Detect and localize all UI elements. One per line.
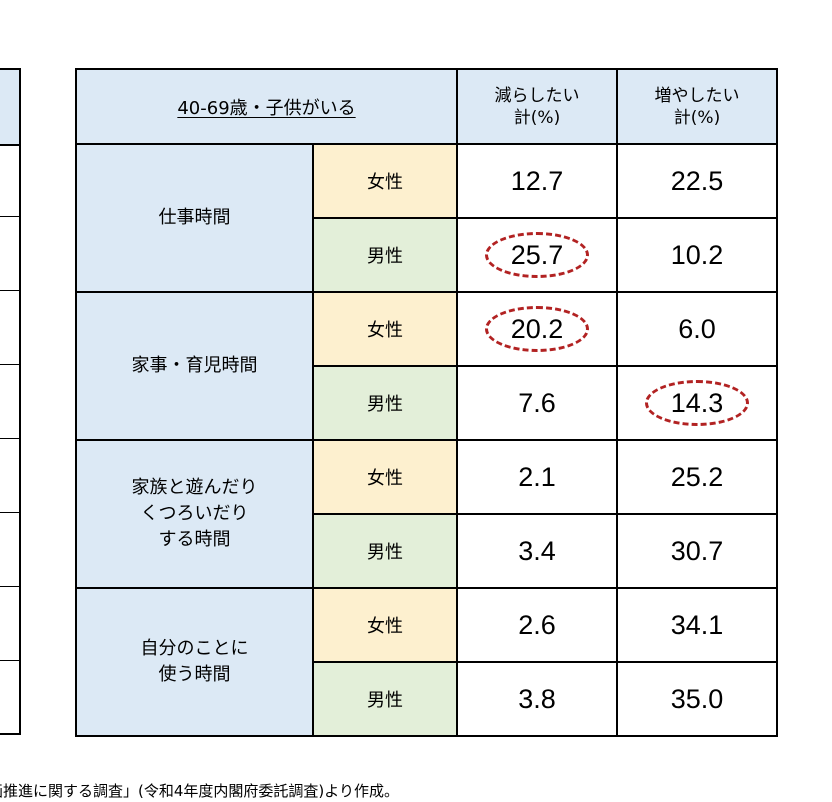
column-header-decrease-line2: 計(%) — [513, 107, 561, 128]
row-divider — [0, 586, 19, 587]
table-row: 男性 25.7 10.2 — [76, 217, 778, 293]
value-increase: 25.2 — [670, 461, 724, 492]
value-cell-increase: 30.7 — [616, 513, 778, 589]
column-header-decrease: 減らしたい 計(%) — [456, 68, 618, 145]
value-cell-increase: 35.0 — [616, 661, 778, 737]
row-divider — [0, 438, 19, 439]
table-title: 40-69歳・子供がいる — [75, 68, 458, 145]
category-label: 自分のことに 使う時間 — [75, 587, 314, 737]
row-divider — [0, 660, 19, 661]
row-divider — [0, 216, 19, 217]
value-cell-decrease: 2.6 — [456, 587, 618, 663]
value-increase: 30.7 — [670, 535, 724, 566]
category-label-line: 自分のことに — [140, 638, 249, 659]
column-header-increase-line2: 計(%) — [673, 107, 721, 128]
column-header-decrease-line1: 減らしたい — [494, 85, 580, 106]
value-cell-decrease: 20.2 — [456, 291, 618, 367]
gender-cell-male: 男性 — [312, 365, 458, 441]
row-divider — [0, 512, 19, 513]
value-cell-decrease: 7.6 — [456, 365, 618, 441]
value-cell-decrease: 3.4 — [456, 513, 618, 589]
value-cell-increase: 22.5 — [616, 143, 778, 219]
gender-cell-female: 女性 — [312, 143, 458, 219]
value-cell-decrease: 25.7 — [456, 217, 618, 293]
value-cell-decrease: 2.1 — [456, 439, 618, 515]
category-label: 家族と遊んだり くつろいだり する時間 — [75, 439, 314, 589]
value-cell-increase: 6.0 — [616, 291, 778, 367]
table-row: 家族と遊んだり くつろいだり する時間 女性 2.1 25.2 — [75, 439, 778, 589]
partial-left-table — [0, 68, 21, 735]
table-row: 家事・育児時間 女性 20.2 6.0 — [75, 291, 778, 441]
table-row: 男性 3.4 30.7 — [76, 513, 778, 589]
value-decrease: 20.2 — [510, 313, 564, 344]
value-cell-increase: 34.1 — [616, 587, 778, 663]
value-decrease: 3.8 — [518, 683, 556, 714]
value-decrease: 12.7 — [510, 165, 564, 196]
table-row: 男性 3.8 35.0 — [76, 661, 778, 737]
category-label: 家事・育児時間 — [75, 291, 314, 441]
source-footnote: 画推進に関する調査」(令和4年度内閣府委託調査)より作成。 — [0, 782, 399, 800]
value-increase: 14.3 — [670, 387, 724, 418]
column-header-increase: 増やしたい 計(%) — [616, 68, 778, 145]
table-header-row: 40-69歳・子供がいる 減らしたい 計(%) 増やしたい 計(%) — [75, 68, 778, 145]
gender-cell-male: 男性 — [312, 513, 458, 589]
row-divider — [0, 290, 19, 291]
category-label-line: 使う時間 — [158, 664, 231, 685]
category-label-line: くつろいだり — [140, 503, 249, 524]
category-label-line: 家事・育児時間 — [131, 355, 258, 376]
time-preference-table: 40-69歳・子供がいる 減らしたい 計(%) 増やしたい 計(%) 仕事時間女… — [75, 68, 778, 737]
gender-cell-male: 男性 — [312, 661, 458, 737]
value-increase: 34.1 — [670, 609, 724, 640]
value-cell-increase: 10.2 — [616, 217, 778, 293]
value-decrease: 2.6 — [518, 609, 556, 640]
category-label-line: する時間 — [158, 529, 231, 550]
value-increase: 35.0 — [670, 683, 724, 714]
table-row: 仕事時間 女性 12.7 22.5 — [75, 143, 778, 293]
category-label-line: 家族と遊んだり — [131, 477, 258, 498]
value-increase: 22.5 — [670, 165, 724, 196]
gender-cell-male: 男性 — [312, 217, 458, 293]
value-increase: 10.2 — [670, 239, 724, 270]
value-increase: 6.0 — [678, 313, 716, 344]
value-cell-increase: 25.2 — [616, 439, 778, 515]
table-row: 自分のことに 使う時間 女性 2.6 34.1 — [75, 587, 778, 737]
value-decrease: 25.7 — [510, 239, 564, 270]
value-cell-decrease: 12.7 — [456, 143, 618, 219]
value-decrease: 3.4 — [518, 535, 556, 566]
gender-cell-female: 女性 — [312, 587, 458, 663]
category-label: 仕事時間 — [75, 143, 314, 293]
value-cell-increase: 14.3 — [616, 365, 778, 441]
value-cell-decrease: 3.8 — [456, 661, 618, 737]
partial-left-table-header — [0, 70, 19, 146]
table-row: 男性 7.6 14.3 — [76, 365, 778, 441]
row-divider — [0, 364, 19, 365]
gender-cell-female: 女性 — [312, 291, 458, 367]
value-decrease: 2.1 — [518, 461, 556, 492]
value-decrease: 7.6 — [518, 387, 556, 418]
gender-cell-female: 女性 — [312, 439, 458, 515]
column-header-increase-line1: 増やしたい — [654, 85, 740, 106]
category-label-line: 仕事時間 — [158, 207, 231, 228]
